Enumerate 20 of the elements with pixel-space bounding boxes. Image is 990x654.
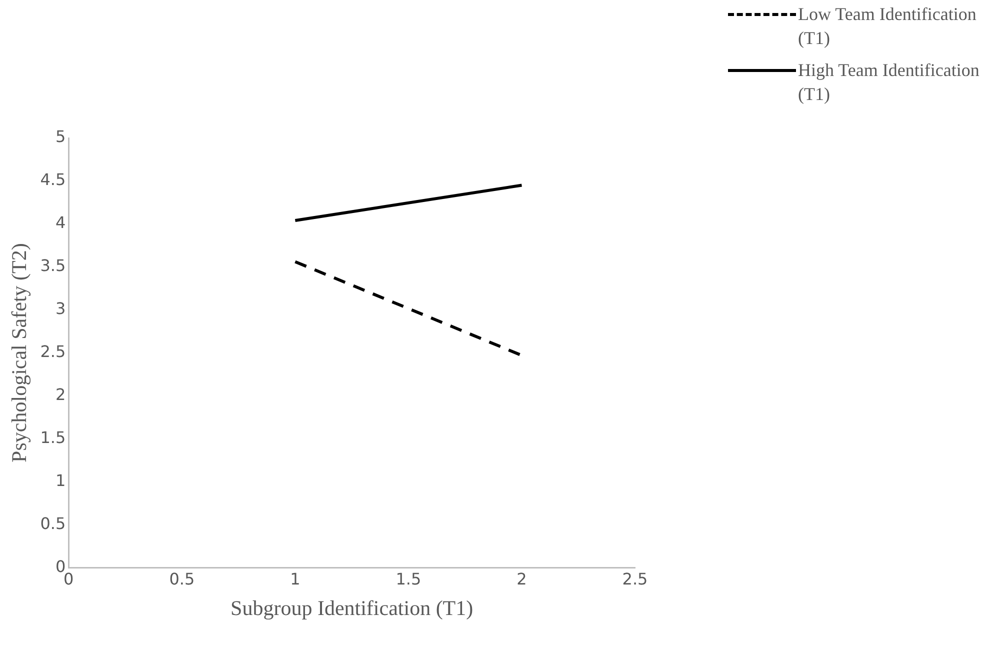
y-tick-label: 2.5: [40, 342, 66, 361]
y-tick-label: 4.5: [40, 170, 66, 190]
y-tick-label: 1: [55, 470, 66, 490]
y-tick-label: 4: [55, 213, 66, 232]
y-tick-label: 3.5: [40, 256, 66, 276]
y-tick-label: 5: [55, 127, 66, 146]
y-axis-title: Psychological Safety (T2): [7, 243, 32, 462]
y-tick-label: 1.5: [40, 428, 66, 447]
y-tick-label: 0: [55, 556, 66, 576]
x-tick-label: 0.5: [169, 569, 195, 588]
y-tick-label: 3: [55, 298, 66, 318]
x-tick-label: 2: [516, 569, 527, 588]
legend-label: Low Team Identification (T1): [798, 3, 978, 50]
y-tick-label: 2: [55, 384, 66, 404]
x-tick-label: 1.5: [396, 569, 422, 588]
x-tick-label: 1: [290, 569, 300, 588]
legend-label: High Team Identification (T1): [798, 59, 980, 106]
x-axis-title: Subgroup Identification (T1): [230, 596, 474, 620]
y-tick-label: 0.5: [40, 514, 66, 533]
x-tick-label: 2.5: [622, 569, 648, 588]
